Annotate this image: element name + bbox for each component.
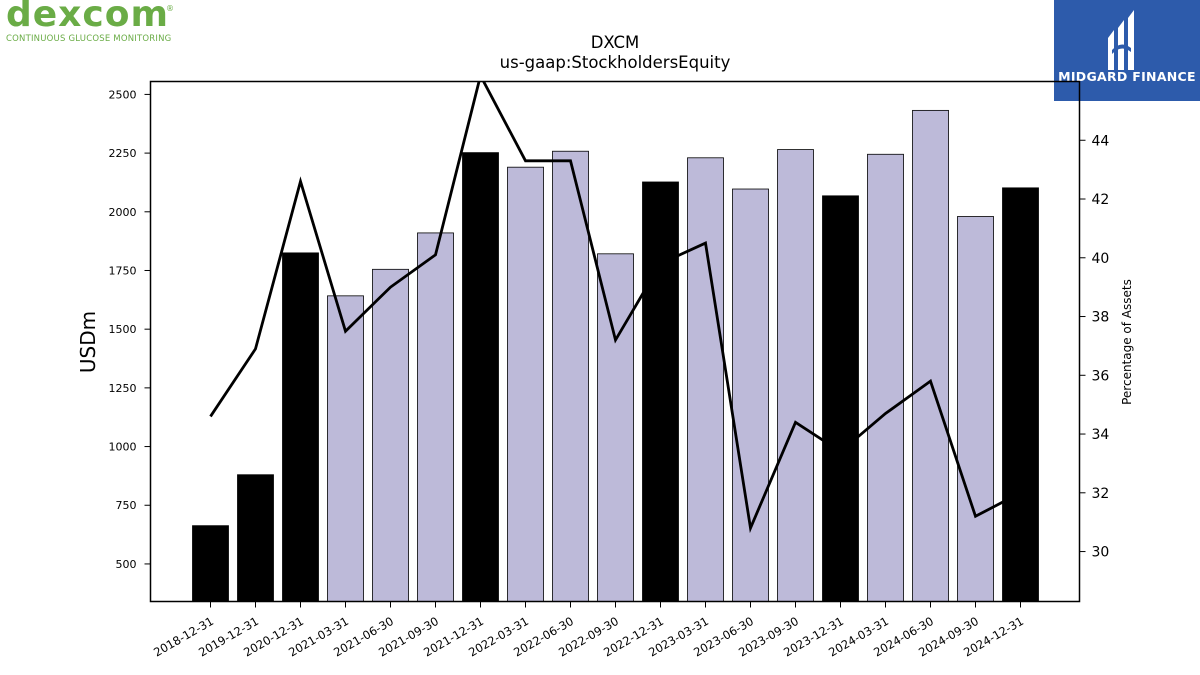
y-tick-label: 1250 bbox=[109, 382, 137, 395]
bar bbox=[327, 295, 364, 602]
emblem-swoosh bbox=[1112, 44, 1131, 54]
y2-axis-label: Percentage of Assets bbox=[1120, 279, 1134, 405]
y-tick-label: 2500 bbox=[109, 88, 137, 101]
bar bbox=[597, 253, 634, 602]
emblem-left-pillar bbox=[1108, 30, 1114, 70]
bar bbox=[282, 252, 319, 602]
y-tick-label: 1000 bbox=[109, 441, 137, 454]
bar bbox=[1002, 187, 1039, 602]
midgard-finance-logo: MIDGARD FINANCE bbox=[1054, 0, 1200, 101]
chart-subtitle: us-gaap:StockholdersEquity bbox=[500, 53, 731, 72]
logo-registered-mark: ® bbox=[166, 4, 174, 13]
bar bbox=[417, 232, 454, 602]
line-series bbox=[209, 81, 1022, 534]
bar bbox=[777, 149, 814, 602]
y2-tick-label: 38 bbox=[1092, 310, 1110, 326]
left-axis-ticks: 500 750 1000 1250 1500 1750 2000 2250 2500 bbox=[109, 88, 151, 571]
y-tick-label: 500 bbox=[116, 558, 137, 571]
y-tick-label: 1500 bbox=[109, 323, 137, 336]
y-tick-label: 750 bbox=[116, 499, 137, 512]
logo-background bbox=[1054, 0, 1200, 101]
y2-tick-label: 42 bbox=[1092, 192, 1110, 208]
logo-wordmark: dexcom bbox=[6, 0, 169, 35]
bar bbox=[957, 216, 994, 602]
y2-tick-label: 32 bbox=[1092, 486, 1110, 502]
right-axis-ticks: 30 32 34 36 38 40 42 44 bbox=[1079, 133, 1110, 561]
chart-title: DXCM bbox=[591, 33, 640, 52]
y2-tick-label: 36 bbox=[1092, 368, 1110, 384]
y2-tick-label: 30 bbox=[1092, 545, 1110, 561]
y-tick-label: 2250 bbox=[109, 147, 137, 160]
emblem-right-pillar bbox=[1128, 10, 1134, 70]
bar bbox=[507, 166, 544, 602]
x-axis-ticks: 2018-12-312019-12-312020-12-312021-03-31… bbox=[151, 601, 1026, 660]
bar bbox=[192, 525, 229, 602]
bar-series bbox=[192, 109, 1039, 602]
dexcom-logo: dexcom ® CONTINUOUS GLUCOSE MONITORING bbox=[6, 0, 206, 48]
y-axis-label: USDm bbox=[76, 311, 100, 373]
bar bbox=[732, 188, 769, 602]
y2-tick-label: 34 bbox=[1092, 427, 1110, 443]
bar bbox=[237, 474, 274, 602]
y-tick-label: 2000 bbox=[109, 206, 137, 219]
y2-tick-label: 40 bbox=[1092, 251, 1110, 267]
line-series-path bbox=[209, 81, 1022, 534]
bar bbox=[462, 152, 499, 602]
bar bbox=[552, 150, 589, 602]
logo-tagline: CONTINUOUS GLUCOSE MONITORING bbox=[6, 34, 172, 44]
bar bbox=[642, 181, 679, 602]
logo-name: MIDGARD FINANCE bbox=[1058, 69, 1196, 84]
midgard-finance-emblem bbox=[1054, 0, 1200, 101]
bar bbox=[867, 153, 904, 602]
y-tick-label: 1750 bbox=[109, 264, 137, 277]
y2-tick-label: 44 bbox=[1092, 133, 1110, 149]
bar bbox=[687, 157, 724, 602]
bar bbox=[372, 268, 409, 602]
bar bbox=[822, 195, 859, 602]
bar bbox=[912, 109, 949, 602]
